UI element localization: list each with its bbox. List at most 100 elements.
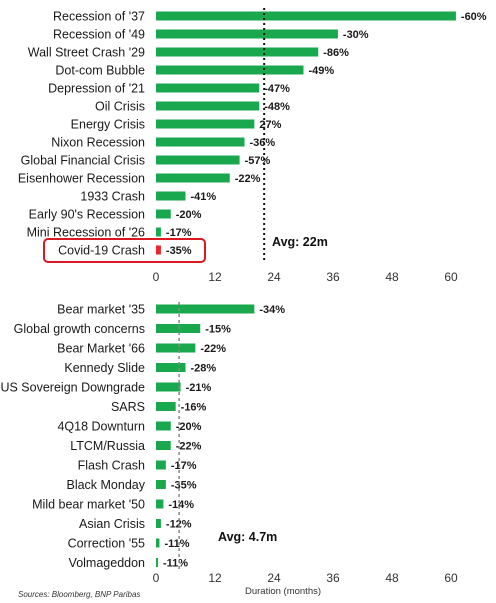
bar xyxy=(156,101,260,111)
top-panel: Recession of '37 -60% Recession of '49 -30%… xyxy=(18,8,487,284)
data-label: 27% xyxy=(259,119,281,131)
data-label: -35% xyxy=(166,245,192,257)
bar xyxy=(156,421,171,431)
x-tick-label: 12 xyxy=(208,571,222,585)
x-axis-label: Duration (months) xyxy=(245,586,321,597)
data-label: -22% xyxy=(235,173,261,185)
bar xyxy=(156,119,255,129)
x-tick-label: 24 xyxy=(267,270,281,284)
bar xyxy=(156,343,196,353)
data-label: -15% xyxy=(205,324,231,336)
bar xyxy=(156,519,161,528)
bar xyxy=(156,538,160,548)
category-label: Mini Recession of '26 xyxy=(27,226,145,240)
category-label: Recession of '37 xyxy=(53,10,145,24)
bar xyxy=(156,11,456,21)
category-label: Nixon Recession xyxy=(51,136,145,150)
category-label: Eisenhower Recession xyxy=(18,172,145,186)
average-label: Avg: 4.7m xyxy=(218,530,277,544)
category-label: 4Q18 Downturn xyxy=(57,420,145,434)
data-label: -48% xyxy=(264,101,290,113)
data-label: -21% xyxy=(186,382,212,394)
data-label: -14% xyxy=(168,499,194,511)
bar xyxy=(156,558,158,567)
bar xyxy=(156,191,186,201)
bar xyxy=(156,480,166,489)
source-note: Sources: Bloomberg, BNP Paribas xyxy=(18,590,140,599)
bar xyxy=(156,47,319,57)
category-label: Covid-19 Crash xyxy=(58,244,145,258)
category-label: Bear market '35 xyxy=(57,303,145,317)
category-label: Correction '55 xyxy=(68,537,145,551)
data-label: -41% xyxy=(191,191,217,203)
bar xyxy=(156,65,304,75)
x-tick-label: 36 xyxy=(326,270,340,284)
x-tick-label: 0 xyxy=(153,571,160,585)
data-label: -22% xyxy=(176,441,202,453)
data-label: -17% xyxy=(171,460,197,472)
data-label: -34% xyxy=(259,304,285,316)
category-label: SARS xyxy=(111,400,145,414)
data-label: -47% xyxy=(264,83,290,95)
bar xyxy=(156,441,171,450)
category-label: Asian Crisis xyxy=(79,517,145,531)
category-label: Depression of '21 xyxy=(48,82,145,96)
data-label: -35% xyxy=(171,480,197,492)
data-label: -49% xyxy=(309,65,335,77)
category-label: Energy Crisis xyxy=(71,118,145,132)
data-label: -11% xyxy=(163,558,188,570)
bar xyxy=(156,83,260,93)
bar xyxy=(156,324,201,333)
x-tick-label: 60 xyxy=(444,270,458,284)
category-label: Wall Street Crash '29 xyxy=(28,46,145,60)
category-label: US Sovereign Downgrade xyxy=(0,381,145,395)
x-tick-label: 12 xyxy=(208,270,222,284)
highlight-box xyxy=(43,238,206,263)
bar xyxy=(156,173,230,183)
bar xyxy=(156,363,186,372)
data-label: -11% xyxy=(164,538,189,550)
category-label: Early 90's Recession xyxy=(29,208,145,222)
x-tick-label: 0 xyxy=(153,270,160,284)
category-label: Global growth concerns xyxy=(14,322,145,336)
bar xyxy=(156,29,338,39)
x-tick-label: 48 xyxy=(385,571,399,585)
x-tick-label: 36 xyxy=(326,571,340,585)
category-label: Oil Crisis xyxy=(95,100,145,114)
data-label: -22% xyxy=(200,343,226,355)
data-label: -28% xyxy=(191,363,217,375)
bar xyxy=(156,304,255,314)
data-label: -36% xyxy=(250,137,276,149)
x-tick-label: 48 xyxy=(385,270,399,284)
data-label: -17% xyxy=(166,227,192,239)
data-label: -57% xyxy=(245,155,271,167)
category-label: Bear Market '66 xyxy=(57,342,145,356)
data-label: -86% xyxy=(323,47,349,59)
category-label: Kennedy Slide xyxy=(64,361,145,375)
category-label: Dot-com Bubble xyxy=(55,64,145,78)
bar xyxy=(156,382,181,392)
bar xyxy=(156,209,171,219)
bar xyxy=(156,460,166,470)
category-label: Flash Crash xyxy=(78,459,145,473)
category-label: Volmageddon xyxy=(69,556,146,570)
bar xyxy=(156,227,161,237)
data-label: -30% xyxy=(343,29,369,41)
x-tick-label: 60 xyxy=(444,571,458,585)
data-label: -60% xyxy=(461,11,487,23)
category-label: Black Monday xyxy=(66,478,145,492)
bar xyxy=(156,155,240,165)
bar xyxy=(156,245,161,255)
bar xyxy=(156,499,164,509)
category-label: Global Financial Crisis xyxy=(21,154,145,168)
bottom-panel: Bear market '35 -34% Global growth concern… xyxy=(0,302,458,597)
data-label: -20% xyxy=(176,421,202,433)
category-label: LTCM/Russia xyxy=(70,439,145,453)
x-tick-label: 24 xyxy=(267,571,281,585)
category-label: Mild bear market '50 xyxy=(32,498,145,512)
data-label: -16% xyxy=(181,402,207,414)
category-label: Recession of '49 xyxy=(53,28,145,42)
data-label: -20% xyxy=(176,209,202,221)
average-label: Avg: 22m xyxy=(272,235,328,249)
